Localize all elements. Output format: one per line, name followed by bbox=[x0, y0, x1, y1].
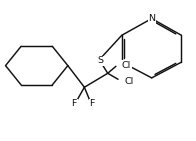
Text: N: N bbox=[148, 14, 155, 23]
Text: F: F bbox=[90, 99, 95, 108]
Text: S: S bbox=[97, 56, 103, 65]
Text: Cl: Cl bbox=[122, 61, 131, 70]
Text: Cl: Cl bbox=[125, 77, 134, 86]
Text: F: F bbox=[72, 99, 77, 108]
